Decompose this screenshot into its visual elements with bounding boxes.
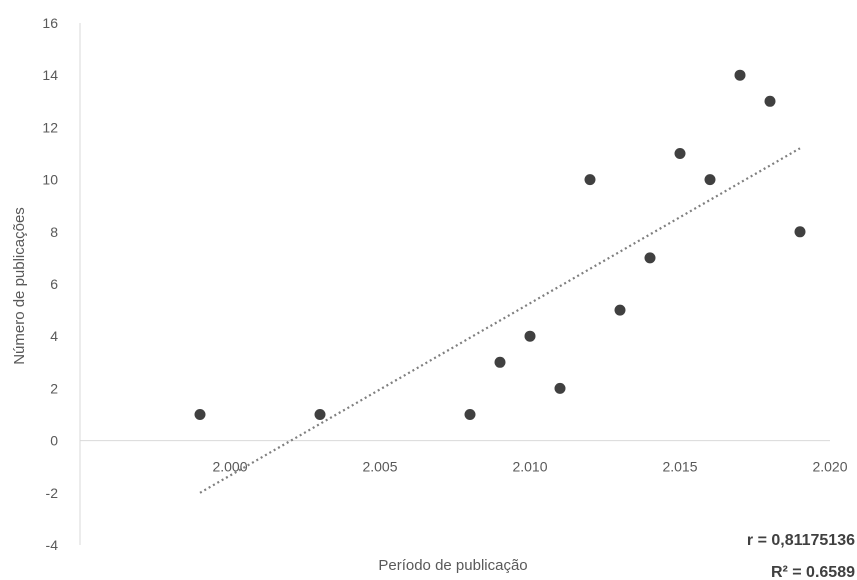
y-tick-label: 8: [50, 224, 58, 240]
x-tick-label: 2.000: [212, 459, 247, 475]
y-tick-label: 16: [42, 15, 58, 31]
x-axis-title: Período de publicação: [378, 557, 527, 574]
data-point: [794, 226, 806, 238]
y-tick-label: 2: [50, 380, 58, 396]
y-axis-ticks: -4 -2 0 2 4 6 8 10 12 14 16: [42, 15, 58, 553]
trendline: [199, 147, 801, 494]
data-point: [464, 409, 476, 420]
data-point: [674, 148, 686, 159]
y-tick-label: -2: [46, 485, 59, 501]
x-tick-label: 2.005: [362, 459, 397, 475]
data-point: [314, 409, 326, 420]
data-points: [194, 69, 806, 420]
data-point: [194, 409, 206, 420]
data-point: [584, 174, 596, 186]
y-tick-label: 6: [50, 276, 58, 292]
y-tick-label: -4: [46, 537, 59, 553]
data-point: [704, 174, 716, 186]
data-point: [644, 252, 656, 264]
correlation-r: r = 0,81175136: [747, 532, 855, 549]
y-tick-label: 4: [50, 328, 58, 344]
data-point: [734, 69, 746, 81]
data-point: [524, 330, 536, 342]
x-tick-label: 2.015: [662, 459, 697, 475]
y-tick-label: 14: [42, 67, 58, 83]
data-point: [494, 356, 506, 368]
data-point: [614, 304, 626, 316]
y-tick-label: 12: [42, 119, 58, 135]
data-point: [554, 382, 566, 394]
r-squared: R² = 0.6589: [771, 564, 855, 580]
x-axis-ticks: 2.000 2.005 2.010 2.015 2.020: [212, 459, 847, 475]
data-point: [764, 95, 776, 107]
y-tick-label: 0: [50, 433, 58, 449]
y-axis-title: Número de publicações: [11, 207, 28, 365]
x-tick-label: 2.020: [812, 459, 847, 475]
x-tick-label: 2.010: [512, 459, 547, 475]
y-tick-label: 10: [42, 172, 58, 188]
